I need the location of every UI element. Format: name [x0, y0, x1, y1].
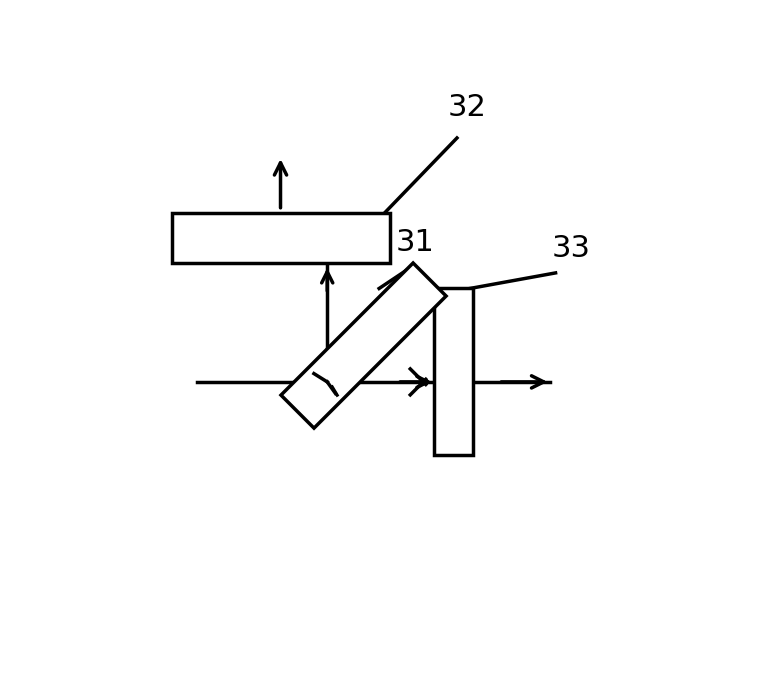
- Bar: [172, 213, 390, 262]
- Text: 32: 32: [448, 94, 487, 123]
- Text: 33: 33: [552, 233, 591, 262]
- Text: 31: 31: [396, 228, 435, 257]
- Polygon shape: [281, 263, 446, 428]
- Bar: [434, 288, 473, 454]
